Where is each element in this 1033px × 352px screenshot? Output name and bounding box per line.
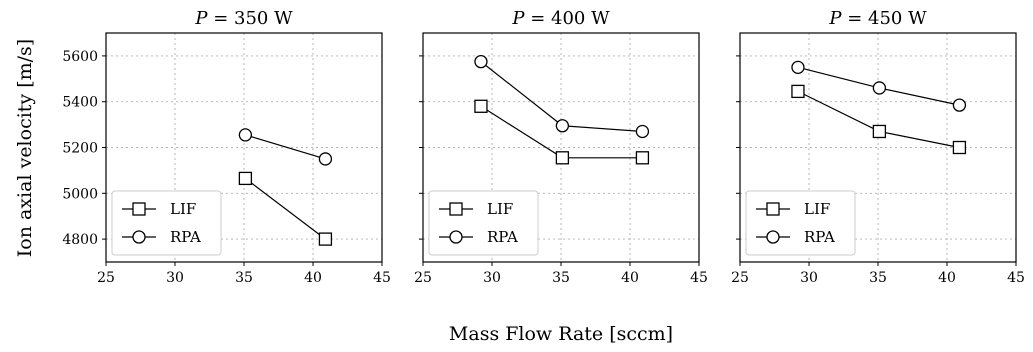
y-tick-label: 5400 [62, 95, 98, 111]
axes-frame [105, 32, 383, 263]
legend: LIF RPA [745, 190, 856, 256]
legend-marker-square [132, 202, 146, 216]
axes-frame [739, 32, 1017, 263]
legend-box [745, 190, 856, 256]
data-point-square [635, 151, 650, 165]
panel-title-variable: P [194, 8, 208, 29]
data-point-square [952, 140, 967, 155]
chart-panel-3: 25 30 35 40 45 P = 450 W LIF RPA [731, 8, 1025, 286]
panel-title: P = 400 W [511, 8, 610, 29]
y-tick-label: 5200 [62, 141, 98, 157]
legend-box [111, 190, 222, 256]
x-tick-label: 45 [373, 270, 391, 286]
panel-title-variable: P [511, 8, 525, 29]
data-point-square [872, 124, 887, 139]
panel-title-value: = 450 W [842, 8, 928, 29]
legend-label: RPA [487, 228, 518, 246]
series-lif [791, 84, 967, 155]
panel-title: P = 450 W [828, 8, 927, 29]
data-point-square [238, 171, 253, 186]
chart-panel-2: 25 30 35 40 45 P = 400 W LIF RPA [414, 8, 708, 286]
x-tick-label: 25 [414, 270, 432, 286]
chart-panel-1: 25 30 35 40 45 4800 5000 5200 5400 5600 P = 350 W L… [62, 8, 391, 286]
x-tick-label: 35 [869, 270, 887, 286]
x-tick-label: 25 [731, 270, 749, 286]
series-lif [474, 99, 650, 165]
y-tick-label: 5000 [62, 186, 98, 202]
legend: LIF RPA [111, 190, 222, 256]
data-point-circle [474, 54, 488, 69]
legend-marker-square [449, 202, 463, 216]
y-tick-label: 4800 [62, 232, 98, 248]
x-tick-label: 30 [483, 270, 501, 286]
series-rpa [238, 128, 333, 166]
axes-frame [422, 32, 700, 263]
x-tick-label: 45 [690, 270, 708, 286]
legend-label: LIF [804, 200, 830, 218]
data-point-circle [318, 152, 333, 166]
x-tick-label: 45 [1007, 270, 1025, 286]
panel-title: P = 350 W [194, 8, 293, 29]
y-axis-label: Ion axial velocity [m/s] [14, 39, 36, 257]
legend-marker-circle [766, 230, 780, 244]
panel-title-variable: P [828, 8, 842, 29]
x-tick-label: 40 [938, 270, 956, 286]
series-lif [238, 171, 333, 246]
data-point-circle [555, 119, 570, 133]
panels: 25 30 35 40 45 4800 5000 5200 5400 5600 P = 350 W L… [62, 8, 1025, 286]
x-tick-label: 30 [166, 270, 184, 286]
panel-title-value: = 350 W [208, 8, 294, 29]
data-point-square [791, 84, 805, 99]
x-tick-label: 25 [97, 270, 115, 286]
data-point-circle [952, 98, 967, 112]
legend-label: LIF [487, 200, 513, 218]
data-point-circle [238, 128, 253, 142]
series-line [245, 134, 326, 160]
series-line [245, 177, 326, 240]
x-tick-label: 40 [304, 270, 322, 286]
y-tick-label: 5600 [62, 49, 98, 65]
data-point-square [474, 99, 488, 113]
legend-label: RPA [170, 228, 201, 246]
legend-marker-square [766, 202, 780, 216]
legend-label: RPA [804, 228, 835, 246]
series-rpa [474, 54, 650, 139]
x-axis-label: Mass Flow Rate [sccm] [449, 323, 673, 345]
panel-title-value: = 400 W [525, 8, 611, 29]
data-point-circle [872, 81, 887, 95]
x-tick-label: 35 [235, 270, 253, 286]
legend: LIF RPA [428, 190, 539, 256]
data-point-circle [635, 124, 650, 139]
x-tick-label: 35 [552, 270, 570, 286]
legend-marker-circle [132, 230, 146, 244]
x-tick-label: 40 [621, 270, 639, 286]
legend-box [428, 190, 539, 256]
legend-marker-circle [449, 230, 463, 244]
series-rpa [791, 60, 967, 112]
legend-label: LIF [170, 200, 196, 218]
x-tick-label: 30 [800, 270, 818, 286]
data-point-circle [791, 60, 805, 74]
data-point-square [555, 151, 570, 165]
data-point-square [318, 232, 333, 246]
